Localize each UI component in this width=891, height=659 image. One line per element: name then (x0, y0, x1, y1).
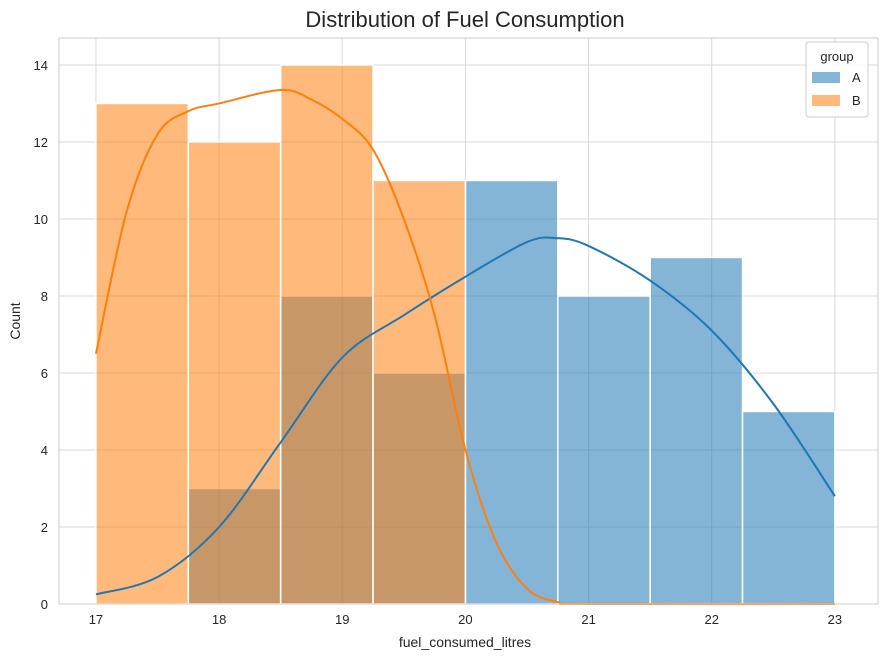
x-tick-label: 21 (581, 612, 595, 627)
bar-a-6 (649, 256, 744, 605)
legend-label-b: B (852, 93, 861, 108)
y-tick-label: 10 (34, 212, 48, 227)
kde-line-a (95, 236, 836, 596)
x-ticks: 17 18 19 20 21 22 23 (89, 612, 842, 627)
kde-curves (94, 88, 836, 606)
y-tick-label: 4 (41, 443, 48, 458)
y-tick-label: 0 (41, 597, 48, 612)
bar-b-3 (372, 179, 467, 605)
legend-swatch-a (812, 72, 840, 83)
x-tick-label: 20 (458, 612, 472, 627)
legend-label-a: A (852, 70, 861, 85)
chart-title: Distribution of Fuel Consumption (305, 7, 624, 32)
bar-a-4 (464, 179, 559, 605)
plot-frame (58, 37, 879, 605)
x-tick-label: 18 (212, 612, 226, 627)
bar-a-7 (741, 410, 836, 605)
legend-title: group (820, 49, 853, 64)
y-ticks: 0 2 4 6 8 10 12 14 (34, 58, 48, 612)
y-tick-label: 12 (34, 135, 48, 150)
y-tick-label: 2 (41, 520, 48, 535)
y-tick-label: 6 (41, 366, 48, 381)
legend: group A B (805, 41, 869, 118)
x-tick-label: 23 (828, 612, 842, 627)
bar-b-2 (279, 64, 374, 605)
kde-line-b (94, 88, 835, 606)
x-axis-label: fuel_consumed_litres (399, 634, 531, 650)
legend-swatch-b (812, 95, 840, 106)
y-axis-label: Count (7, 302, 23, 339)
bar-b-0 (95, 102, 190, 605)
x-tick-label: 22 (705, 612, 719, 627)
x-tick-label: 19 (335, 612, 349, 627)
bar-a-5 (557, 295, 651, 605)
bar-b-1 (187, 141, 282, 605)
y-tick-label: 14 (34, 58, 48, 73)
y-tick-label: 8 (41, 289, 48, 304)
x-tick-label: 17 (89, 612, 103, 627)
